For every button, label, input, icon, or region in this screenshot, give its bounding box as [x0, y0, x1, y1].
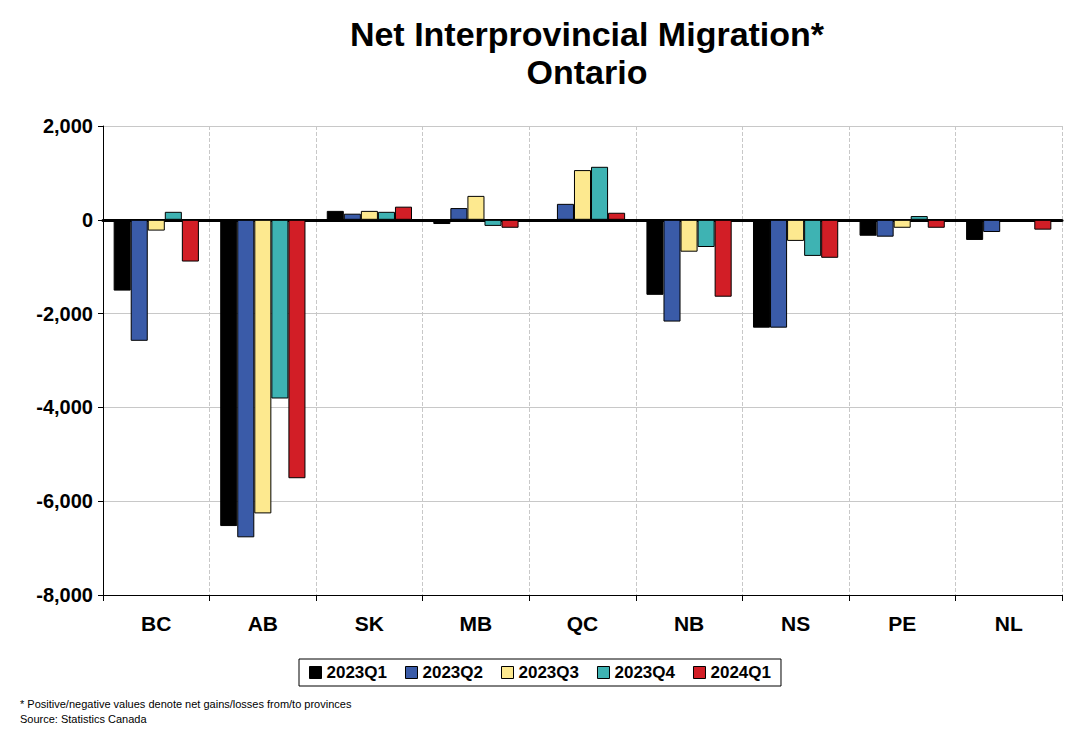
svg-text:Source: Statistics Canada: Source: Statistics Canada: [20, 713, 147, 725]
svg-text:QC: QC: [567, 612, 599, 635]
svg-text:2024Q1: 2024Q1: [710, 663, 771, 682]
svg-text:SK: SK: [355, 612, 384, 635]
svg-text:-4,000: -4,000: [36, 396, 93, 418]
svg-text:NS: NS: [781, 612, 810, 635]
svg-text:MB: MB: [460, 612, 493, 635]
svg-text:AB: AB: [248, 612, 278, 635]
svg-text:-8,000: -8,000: [36, 584, 93, 606]
svg-text:2023Q3: 2023Q3: [519, 663, 580, 682]
svg-text:2,000: 2,000: [43, 115, 93, 137]
svg-text:2023Q2: 2023Q2: [423, 663, 484, 682]
svg-text:NB: NB: [674, 612, 704, 635]
svg-text:PE: PE: [888, 612, 916, 635]
svg-text:* Positive/negative values den: * Positive/negative values denote net ga…: [20, 698, 352, 710]
svg-text:-6,000: -6,000: [36, 490, 93, 512]
svg-text:-2,000: -2,000: [36, 303, 93, 325]
svg-text:2023Q4: 2023Q4: [614, 663, 675, 682]
svg-text:0: 0: [82, 209, 93, 231]
svg-text:BC: BC: [141, 612, 171, 635]
svg-text:Ontario: Ontario: [527, 53, 648, 91]
svg-text:2023Q1: 2023Q1: [327, 663, 388, 682]
svg-text:Net Interprovincial Migration*: Net Interprovincial Migration*: [350, 15, 825, 53]
svg-text:NL: NL: [995, 612, 1023, 635]
